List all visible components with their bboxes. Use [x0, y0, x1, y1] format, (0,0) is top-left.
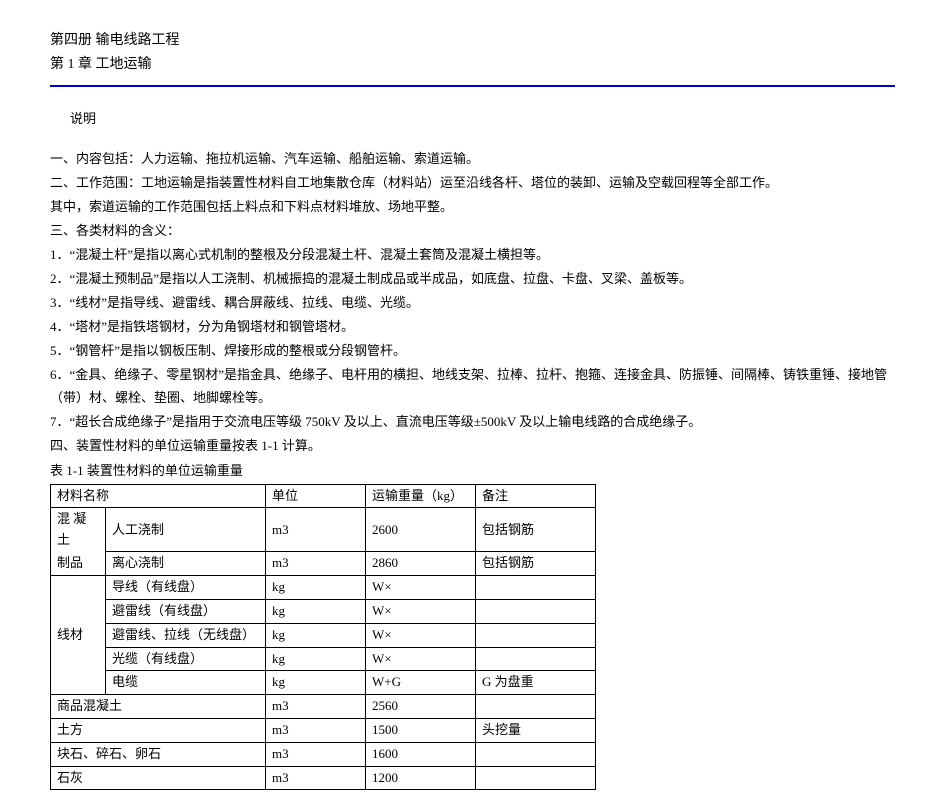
table-cell: 电缆	[106, 671, 266, 695]
table-header: 材料名称	[51, 484, 266, 508]
paragraph: 二、工作范围：工地运输是指装置性材料自工地集散仓库（材料站）运至沿线各杆、塔位的…	[50, 172, 895, 194]
table-row: 光缆（有线盘） kg W×	[51, 647, 596, 671]
table-cell: m3	[266, 742, 366, 766]
table-cell: 1600	[366, 742, 476, 766]
table-cell	[476, 766, 596, 790]
section-label: 说明	[70, 109, 895, 130]
table-cell: 避雷线、拉线（无线盘）	[106, 623, 266, 647]
table-header: 单位	[266, 484, 366, 508]
table-cell: W×	[366, 576, 476, 600]
table-cell: 制品	[51, 552, 106, 576]
table-cell: kg	[266, 600, 366, 624]
table-cell: 1200	[366, 766, 476, 790]
table-cell: m3	[266, 719, 366, 743]
table-row: 避雷线（有线盘） kg W×	[51, 600, 596, 624]
paragraph: 5．“钢管杆”是指以钢板压制、焊接形成的整根或分段钢管杆。	[50, 340, 895, 362]
table-cell	[476, 600, 596, 624]
table-header-row: 材料名称 单位 运输重量（kg） 备注	[51, 484, 596, 508]
table-cell: 2600	[366, 508, 476, 552]
table-cell: kg	[266, 647, 366, 671]
table-cell: 包括钢筋	[476, 508, 596, 552]
table-cell: m3	[266, 695, 366, 719]
table-row: 混 凝 土 人工浇制 m3 2600 包括钢筋	[51, 508, 596, 552]
chapter-title: 第 1 章 工地运输	[50, 54, 895, 76]
table-cell: 避雷线（有线盘）	[106, 600, 266, 624]
table-cell: 石灰	[51, 766, 266, 790]
table-cell: 光缆（有线盘）	[106, 647, 266, 671]
materials-table: 材料名称 单位 运输重量（kg） 备注 混 凝 土 人工浇制 m3 2600 包…	[50, 484, 596, 791]
table-cell: kg	[266, 671, 366, 695]
paragraph: 1．“混凝土杆”是指以离心式机制的整根及分段混凝土杆、混凝土套筒及混凝土横担等。	[50, 244, 895, 266]
table-cell: m3	[266, 766, 366, 790]
table-row: 线材 导线（有线盘） kg W×	[51, 576, 596, 600]
table-cell: 导线（有线盘）	[106, 576, 266, 600]
table-cell: 块石、碎石、卵石	[51, 742, 266, 766]
table-cell: W×	[366, 623, 476, 647]
table-cell: 2860	[366, 552, 476, 576]
paragraph: 6．“金具、绝缘子、零星钢材”是指金具、绝缘子、电杆用的横担、地线支架、拉棒、拉…	[50, 364, 895, 408]
table-header: 备注	[476, 484, 596, 508]
table-cell: 头挖量	[476, 719, 596, 743]
paragraph: 其中，索道运输的工作范围包括上料点和下料点材料堆放、场地平整。	[50, 196, 895, 218]
table-cell: kg	[266, 623, 366, 647]
table-row: 电缆 kg W+G G 为盘重	[51, 671, 596, 695]
paragraph: 四、装置性材料的单位运输重量按表 1-1 计算。	[50, 435, 895, 457]
table-cell: m3	[266, 508, 366, 552]
table-cell: 土方	[51, 719, 266, 743]
table-row: 商品混凝土 m3 2560	[51, 695, 596, 719]
table-cell: 离心浇制	[106, 552, 266, 576]
table-cell: W×	[366, 647, 476, 671]
table-cell: 1500	[366, 719, 476, 743]
table-cell: 包括钢筋	[476, 552, 596, 576]
paragraph: 三、各类材料的含义：	[50, 220, 895, 242]
table-cell	[476, 647, 596, 671]
table-cell: kg	[266, 576, 366, 600]
table-cell: m3	[266, 552, 366, 576]
table-cell: 混 凝 土	[51, 508, 106, 552]
table-cell: 线材	[51, 576, 106, 695]
table-cell: 人工浇制	[106, 508, 266, 552]
table-cell	[476, 742, 596, 766]
table-row: 石灰 m3 1200	[51, 766, 596, 790]
table-header: 运输重量（kg）	[366, 484, 476, 508]
volume-title: 第四册 输电线路工程	[50, 30, 895, 52]
table-cell: 商品混凝土	[51, 695, 266, 719]
table-row: 块石、碎石、卵石 m3 1600	[51, 742, 596, 766]
table-caption: 表 1-1 装置性材料的单位运输重量	[50, 461, 895, 482]
table-cell: W+G	[366, 671, 476, 695]
table-cell	[476, 695, 596, 719]
table-cell: W×	[366, 600, 476, 624]
table-cell: 2560	[366, 695, 476, 719]
paragraph: 4．“塔材”是指铁塔钢材，分为角钢塔材和钢管塔材。	[50, 316, 895, 338]
table-cell	[476, 576, 596, 600]
content-block: 一、内容包括：人力运输、拖拉机运输、汽车运输、船舶运输、索道运输。 二、工作范围…	[50, 148, 895, 791]
table-row: 制品 离心浇制 m3 2860 包括钢筋	[51, 552, 596, 576]
divider-line	[50, 85, 895, 87]
table-row: 土方 m3 1500 头挖量	[51, 719, 596, 743]
paragraph: 2．“混凝土预制品”是指以人工浇制、机械振捣的混凝土制成品或半成品，如底盘、拉盘…	[50, 268, 895, 290]
paragraph: 3．“线材”是指导线、避雷线、耦合屏蔽线、拉线、电缆、光缆。	[50, 292, 895, 314]
table-cell	[476, 623, 596, 647]
paragraph: 一、内容包括：人力运输、拖拉机运输、汽车运输、船舶运输、索道运输。	[50, 148, 895, 170]
table-cell: G 为盘重	[476, 671, 596, 695]
table-row: 避雷线、拉线（无线盘） kg W×	[51, 623, 596, 647]
paragraph: 7．“超长合成绝缘子”是指用于交流电压等级 750kV 及以上、直流电压等级±5…	[50, 411, 895, 433]
